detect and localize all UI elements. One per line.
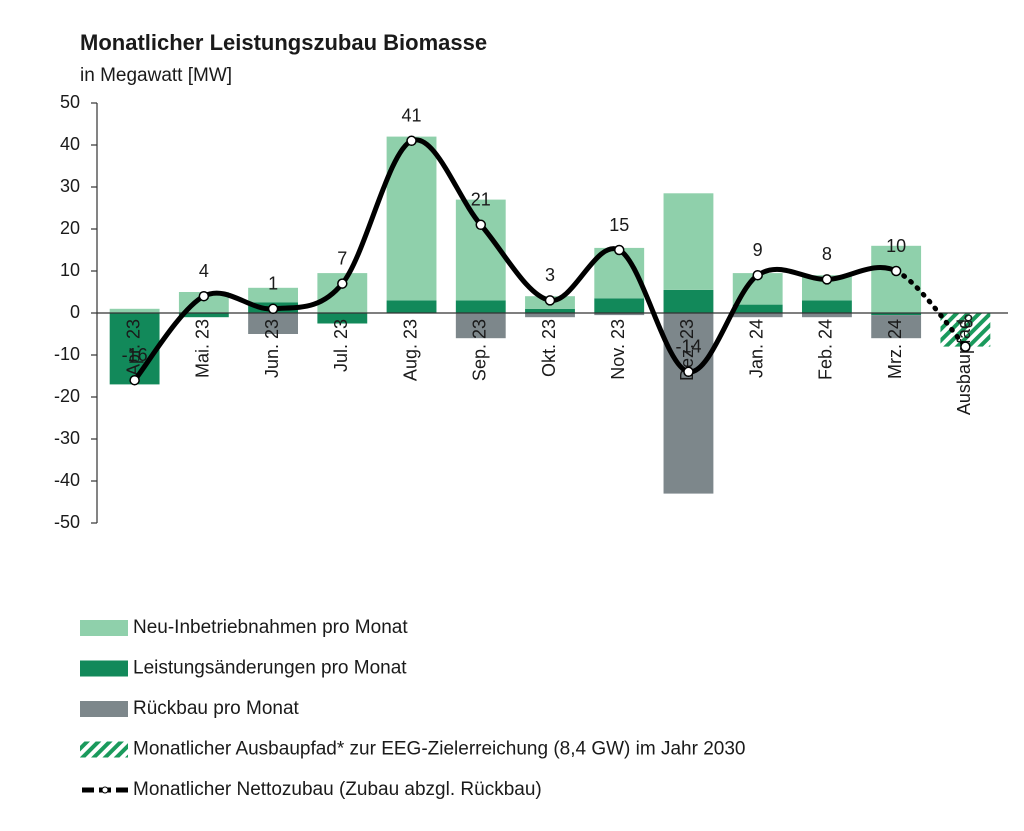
data-label: 8 (822, 244, 832, 264)
legend-label: Monatlicher Ausbaupfad* zur EEG-Zielerre… (133, 739, 746, 760)
y-tick-label: -30 (54, 428, 80, 448)
bar (732, 304, 783, 313)
y-tick-label: -10 (54, 344, 80, 364)
net-point (613, 244, 625, 256)
legend-swatch (80, 701, 128, 717)
data-label: -16 (122, 345, 148, 365)
y-tick-label: -20 (54, 386, 80, 406)
x-tick-label: Jun. 23 (262, 319, 282, 378)
x-tick-label: Aug. 23 (400, 319, 420, 381)
bar (455, 313, 506, 339)
legend-label: Leistungsänderungen pro Monat (133, 658, 407, 679)
bar (317, 313, 368, 324)
x-tick-label: Jan. 24 (746, 319, 766, 378)
legend-swatch (80, 660, 128, 677)
chart-title: Monatlicher Leistungszubau Biomasse (80, 30, 487, 55)
net-line-target (893, 268, 968, 350)
data-label: 3 (545, 265, 555, 285)
data-label: -8 (957, 311, 973, 331)
net-point (752, 269, 763, 281)
y-tick-label: 20 (60, 218, 80, 238)
x-tick-label: Mrz. 24 (885, 319, 905, 379)
bar (871, 245, 922, 313)
x-tick-label: Jul. 23 (331, 319, 351, 372)
bar (109, 308, 160, 313)
data-label: 4 (199, 261, 209, 281)
bar (594, 313, 645, 316)
y-tick-label: 30 (60, 176, 80, 196)
legend-label: Neu-Inbetriebnahmen pro Monat (133, 617, 408, 638)
y-tick-label: 10 (60, 260, 80, 280)
net-point (198, 290, 210, 302)
data-label: 7 (337, 248, 347, 268)
legend-label: Monatlicher Nettozubau (Zubau abzgl. Rüc… (133, 779, 542, 800)
net-point (683, 366, 694, 378)
bar (386, 300, 437, 313)
legend-swatch (80, 620, 128, 636)
data-label: 1 (268, 274, 278, 294)
bar (248, 287, 298, 303)
bar (525, 308, 575, 313)
y-tick-label: 40 (60, 134, 80, 154)
net-point (890, 265, 902, 277)
net-point (129, 374, 140, 386)
bar (663, 193, 714, 290)
bar (178, 313, 229, 318)
x-tick-label: Mai. 23 (193, 319, 213, 378)
bar (663, 289, 714, 313)
legend-swatch-dot (101, 786, 109, 794)
bar (663, 313, 714, 494)
y-tick-label: -50 (54, 512, 80, 532)
bar (871, 315, 922, 339)
net-point (960, 341, 971, 352)
bar (525, 313, 575, 318)
x-tick-label: Sep. 23 (470, 319, 490, 381)
y-tick-label: 50 (60, 92, 80, 112)
bar (802, 300, 852, 313)
x-tick-label: Ausbaupfad (954, 319, 974, 415)
data-label: 41 (402, 106, 422, 126)
legend-label: Rückbau pro Monat (133, 698, 300, 719)
net-point (337, 278, 348, 289)
data-label: 9 (753, 240, 763, 260)
net-point (406, 135, 417, 147)
y-tick-label: -40 (54, 470, 80, 490)
bar (248, 313, 298, 334)
net-point (475, 219, 487, 231)
data-label: 15 (609, 215, 629, 235)
chart-subtitle: in Megawatt [MW] (80, 65, 232, 86)
bar (802, 313, 852, 318)
data-label: 21 (471, 190, 491, 210)
net-point (821, 274, 833, 285)
x-tick-label: Apr. 23 (123, 319, 143, 376)
bar (732, 313, 783, 318)
bar (594, 298, 645, 313)
x-tick-label: Nov. 23 (608, 319, 628, 380)
bar (109, 313, 160, 385)
x-tick-label: Feb. 24 (816, 319, 836, 380)
data-label: -14 (675, 337, 701, 357)
bar (940, 313, 991, 347)
x-tick-label: Okt. 23 (539, 319, 559, 377)
data-label: 10 (886, 236, 906, 256)
net-point (544, 295, 556, 306)
bar (871, 313, 922, 316)
legend-swatch (80, 741, 128, 758)
y-tick-label: 0 (70, 302, 80, 322)
bar (455, 300, 506, 313)
net-point (267, 303, 279, 315)
net-line (132, 137, 899, 383)
